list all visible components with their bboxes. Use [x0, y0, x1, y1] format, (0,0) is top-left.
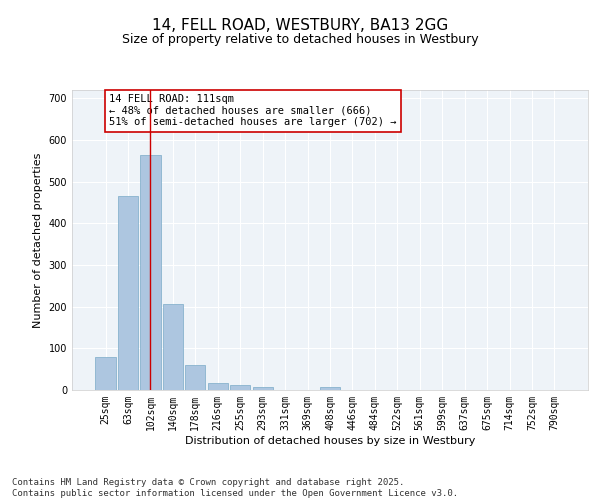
Bar — [230, 386, 250, 390]
Bar — [185, 365, 205, 390]
Y-axis label: Number of detached properties: Number of detached properties — [33, 152, 43, 328]
Bar — [208, 384, 228, 390]
Bar — [140, 156, 161, 390]
Bar — [95, 356, 116, 390]
Text: Size of property relative to detached houses in Westbury: Size of property relative to detached ho… — [122, 32, 478, 46]
X-axis label: Distribution of detached houses by size in Westbury: Distribution of detached houses by size … — [185, 436, 475, 446]
Bar — [253, 386, 273, 390]
Text: 14, FELL ROAD, WESTBURY, BA13 2GG: 14, FELL ROAD, WESTBURY, BA13 2GG — [152, 18, 448, 32]
Text: Contains HM Land Registry data © Crown copyright and database right 2025.
Contai: Contains HM Land Registry data © Crown c… — [12, 478, 458, 498]
Text: 14 FELL ROAD: 111sqm
← 48% of detached houses are smaller (666)
51% of semi-deta: 14 FELL ROAD: 111sqm ← 48% of detached h… — [109, 94, 397, 128]
Bar — [320, 386, 340, 390]
Bar — [118, 196, 138, 390]
Bar — [163, 304, 183, 390]
